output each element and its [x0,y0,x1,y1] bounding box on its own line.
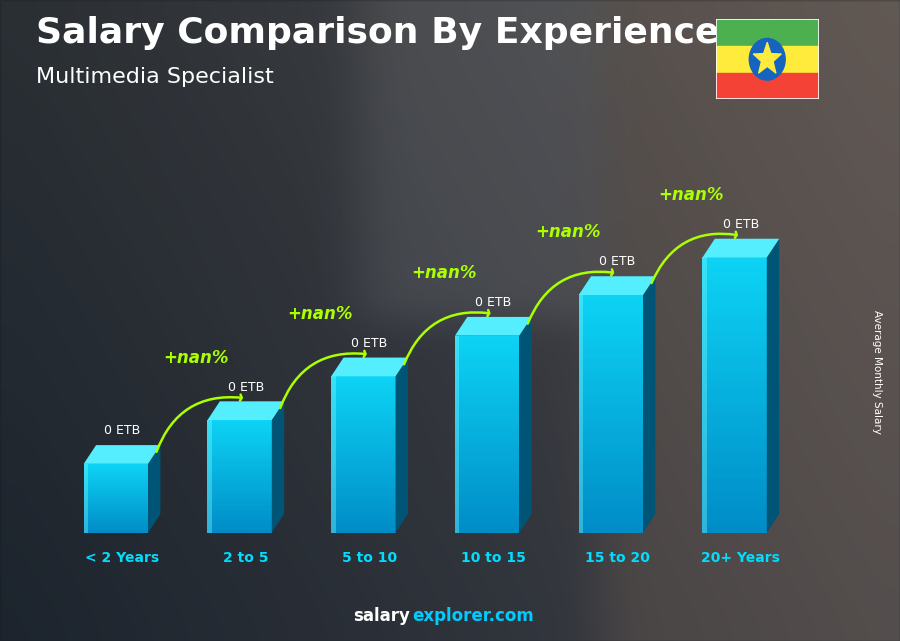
Polygon shape [767,238,779,533]
Text: 0 ETB: 0 ETB [228,381,264,394]
Circle shape [750,38,785,80]
Text: Average Monthly Salary: Average Monthly Salary [872,310,883,434]
Polygon shape [753,42,781,73]
Polygon shape [519,317,532,533]
Polygon shape [395,358,408,533]
Bar [716,72,819,99]
Polygon shape [207,401,284,420]
Text: 15 to 20: 15 to 20 [585,551,650,565]
Text: 2 to 5: 2 to 5 [223,551,268,565]
Text: 0 ETB: 0 ETB [598,255,635,269]
Text: +nan%: +nan% [411,264,477,282]
Bar [716,19,819,46]
Polygon shape [331,358,408,376]
Polygon shape [148,445,160,533]
Text: +nan%: +nan% [287,304,353,323]
Text: < 2 Years: < 2 Years [85,551,159,565]
Polygon shape [703,238,779,258]
Bar [716,46,819,72]
Text: +nan%: +nan% [164,349,230,367]
Text: +nan%: +nan% [535,224,600,242]
Polygon shape [579,276,655,295]
Text: explorer.com: explorer.com [412,607,534,625]
Text: 20+ Years: 20+ Years [701,551,780,565]
Text: salary: salary [353,607,410,625]
Polygon shape [272,401,284,533]
Text: 5 to 10: 5 to 10 [342,551,397,565]
Text: 0 ETB: 0 ETB [104,424,140,437]
Text: 10 to 15: 10 to 15 [461,551,526,565]
Polygon shape [84,445,160,464]
Polygon shape [455,317,532,336]
Text: Salary Comparison By Experience: Salary Comparison By Experience [36,16,719,50]
Text: 0 ETB: 0 ETB [723,218,759,231]
Text: +nan%: +nan% [659,186,724,204]
Text: 0 ETB: 0 ETB [475,296,511,309]
Text: 0 ETB: 0 ETB [351,337,388,350]
Polygon shape [643,276,655,533]
Text: Multimedia Specialist: Multimedia Specialist [36,67,274,87]
